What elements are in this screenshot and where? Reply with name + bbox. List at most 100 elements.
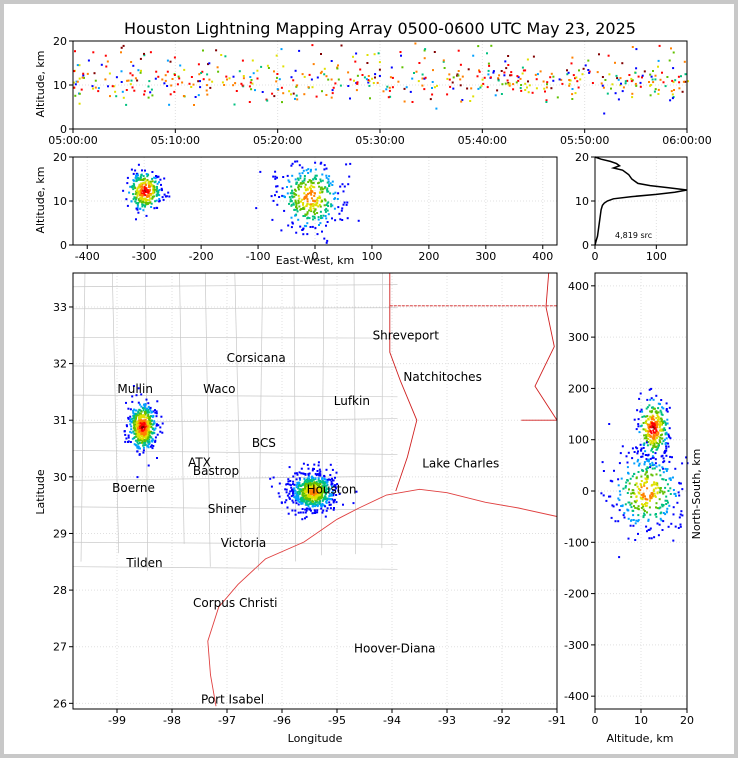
ew-source-point — [305, 205, 308, 207]
plan-source-point — [311, 497, 314, 500]
plan-source-point — [145, 429, 148, 432]
plan-source-point — [140, 419, 143, 422]
ew-source-point — [158, 181, 160, 184]
th-source-point — [634, 71, 637, 74]
ew-source-point — [156, 207, 159, 209]
ew-source-point — [161, 196, 164, 199]
th-source-point — [628, 74, 631, 76]
th-source-point — [388, 86, 391, 89]
plan-source-point — [293, 495, 296, 498]
plan-source-point — [304, 479, 307, 482]
ns-source-point — [637, 507, 640, 510]
th-source-point — [635, 84, 638, 87]
plan-source-point — [315, 491, 317, 494]
plan-source-point — [132, 430, 135, 433]
ns-ytick-label: 0 — [582, 485, 589, 498]
ew-source-point — [145, 191, 148, 193]
ns-source-point — [645, 430, 647, 433]
plan-source-point — [292, 475, 295, 478]
ew-source-point — [341, 207, 344, 210]
th-source-point — [161, 78, 164, 81]
th-source-point — [687, 80, 689, 83]
plan-source-point — [299, 485, 302, 487]
plan-source-point — [311, 480, 313, 483]
th-source-point — [320, 70, 323, 73]
plan-source-point — [305, 498, 307, 501]
ew-source-point — [281, 194, 284, 197]
plan-source-point — [311, 512, 314, 515]
ew-source-point — [144, 181, 147, 184]
th-source-point — [197, 63, 200, 66]
ew-source-point — [319, 162, 322, 165]
ns-source-point — [642, 452, 645, 455]
plan-source-point — [144, 439, 147, 442]
ew-source-point — [331, 184, 334, 186]
ns-source-point — [640, 455, 643, 458]
th-source-point — [602, 86, 605, 89]
th-source-point — [140, 69, 142, 72]
th-source-point — [577, 86, 580, 89]
ew-height-xlabel: East-West, km — [276, 254, 354, 267]
ns-source-point — [657, 432, 660, 435]
th-source-point — [459, 78, 462, 81]
ew-source-point — [147, 190, 150, 193]
plan-source-point — [147, 402, 150, 405]
th-source-point — [76, 64, 79, 67]
th-source-point — [631, 92, 634, 95]
th-source-point — [168, 103, 171, 106]
ew-source-point — [137, 177, 140, 180]
plan-source-point — [352, 502, 355, 505]
ew-source-point — [280, 229, 283, 232]
plan-source-point — [127, 436, 130, 439]
th-source-point — [624, 82, 627, 85]
plan-source-point — [303, 482, 306, 485]
plan-xtick-label: -97 — [218, 714, 236, 727]
ew-source-point — [157, 175, 160, 178]
ns-source-point — [658, 440, 661, 443]
ew-source-point — [297, 188, 300, 191]
ns-source-point — [656, 426, 659, 429]
plan-source-point — [313, 484, 316, 487]
ew-source-point — [157, 189, 160, 192]
ew-source-point — [141, 183, 144, 186]
plan-source-point — [304, 489, 307, 491]
ew-source-point — [325, 204, 328, 206]
th-source-point — [496, 89, 499, 92]
plan-source-point — [304, 503, 307, 506]
th-source-point — [671, 97, 674, 100]
th-source-point — [621, 90, 624, 93]
ns-source-point — [655, 424, 658, 427]
ew-source-point — [312, 199, 315, 202]
ns-source-point — [662, 429, 665, 432]
plan-source-point — [304, 485, 307, 488]
ns-source-point — [664, 433, 667, 436]
ns-source-point — [618, 462, 621, 465]
plan-source-point — [321, 476, 324, 479]
th-source-point — [330, 60, 333, 62]
th-source-point — [82, 74, 85, 77]
ns-source-point — [623, 516, 626, 519]
th-source-point — [678, 81, 681, 84]
plan-source-point — [331, 491, 334, 494]
ns-source-point — [662, 467, 664, 470]
hist-ytick-label: 0 — [582, 239, 589, 252]
ew-source-point — [145, 187, 148, 190]
ew-source-point — [306, 187, 309, 190]
ew-source-point — [276, 176, 278, 179]
plan-source-point — [285, 483, 288, 486]
ns-source-point — [648, 424, 651, 426]
county-boundary — [72, 336, 398, 339]
ew-source-point — [324, 215, 327, 217]
plan-source-point — [318, 468, 321, 471]
plan-source-point — [330, 480, 333, 483]
ns-source-point — [672, 476, 674, 479]
plan-source-point — [146, 411, 149, 414]
ew-source-point — [136, 188, 139, 191]
ns-source-point — [640, 506, 643, 509]
plan-source-point — [301, 489, 304, 492]
th-source-point — [572, 74, 575, 77]
plan-source-point — [137, 401, 140, 404]
ns-source-point — [645, 435, 648, 438]
plan-source-point — [151, 411, 154, 413]
plan-source-point — [329, 478, 332, 481]
